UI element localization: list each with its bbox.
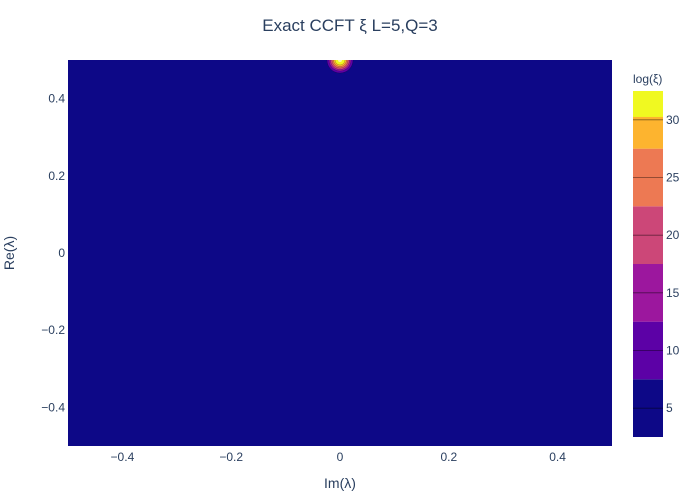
contour-ring <box>334 60 346 66</box>
y-tick-label: 0 <box>58 246 65 260</box>
x-axis-title: Im(λ) <box>324 475 356 491</box>
colorbar-tick-label: 30 <box>666 113 680 127</box>
y-tick-label: −0.4 <box>41 400 65 414</box>
colorbar-tick-label: 15 <box>666 286 680 300</box>
colorbar-title: log(ξ) <box>633 72 662 86</box>
colorbar-levels <box>633 91 663 437</box>
y-tick-label: −0.2 <box>41 323 65 337</box>
x-tick-label: −0.4 <box>111 450 135 464</box>
x-tick-label: 0 <box>337 450 344 464</box>
y-tick-label: 0.2 <box>48 169 65 183</box>
chart-title: Exact CCFT ξ L=5,Q=3 <box>262 16 437 35</box>
colorbar-ticks: 5 10 15 20 25 30 <box>666 113 680 415</box>
x-tick-label: 0.4 <box>549 450 566 464</box>
y-axis-title: Re(λ) <box>1 236 17 270</box>
colorbar-tick-label: 20 <box>666 228 680 242</box>
x-tick-label: 0.2 <box>440 450 457 464</box>
colorbar-level <box>633 91 663 117</box>
y-axis-ticks: −0.4 −0.2 0 0.2 0.4 <box>41 92 65 415</box>
colorbar-tick-label: 5 <box>666 401 673 415</box>
contour-background <box>68 60 612 446</box>
contour-peak <box>326 60 354 74</box>
colorbar-tick-label: 10 <box>666 344 680 358</box>
colorbar: log(ξ) 5 10 15 20 25 30 <box>633 72 680 437</box>
contour-peak-core <box>338 60 342 62</box>
x-axis-ticks: −0.4 −0.2 0 0.2 0.4 <box>111 450 567 464</box>
plot-area[interactable] <box>68 47 612 446</box>
colorbar-tick-label: 25 <box>666 171 680 185</box>
x-tick-label: −0.2 <box>219 450 243 464</box>
y-tick-label: 0.4 <box>48 92 65 106</box>
